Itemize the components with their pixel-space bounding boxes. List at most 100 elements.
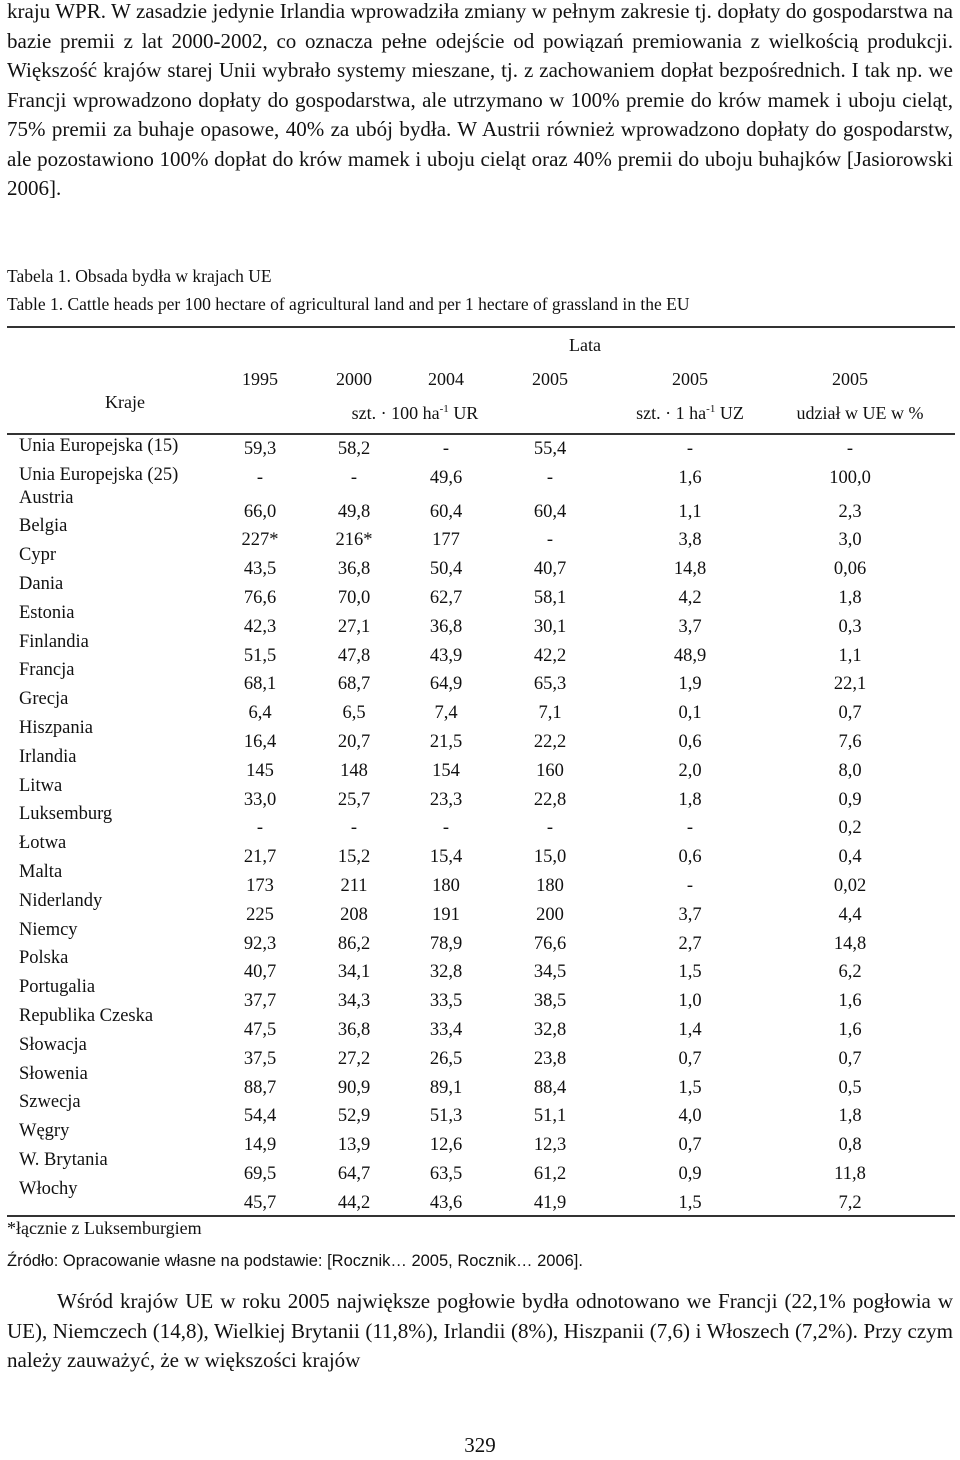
header-year-2005-b: 2005 [672,369,708,389]
value-cell: 33,4 [429,1019,463,1040]
table-row: Hiszpania 16,4 20,7 21,5 22,2 0,6 7,6 [0,718,960,753]
country-cell: Estonia [19,602,75,623]
value-cell: 34,1 [337,962,371,983]
country-cell: Luksemburg [19,804,113,825]
value-cell: 145 [246,760,274,781]
value-cell: 0,6 [678,731,702,752]
country-cell: Unia Europejska (25) [19,464,179,485]
value-cell: 78,9 [429,933,463,954]
value-cell: 1,6 [678,467,702,488]
table-body: Unia Europejska (15) 59,3 58,2-55,4- - Unia … [0,436,960,1214]
header-year-2005-a: 2005 [532,369,568,389]
value-cell: 32,8 [429,962,463,983]
value-cell: 43,9 [429,645,463,666]
value-cell: - [686,818,694,839]
table-row: Portugalia 37,7 34,3 33,5 38,5 1,0 1,6 [0,977,960,1012]
closing-paragraph: Wśród krajów UE w roku 2005 największe p… [7,1289,953,1372]
value-cell: 30,1 [533,616,567,637]
country-cell: Dania [19,573,64,594]
country-cell: Irlandia [19,746,77,767]
intro-paragraph: kraju WPR. W zasadzie jedynie Irlandia w… [7,0,953,200]
header-unit-share: udział w UE w % [796,403,924,423]
value-cell: 4,4 [838,904,862,925]
country-cell: Cypr [19,545,56,566]
value-cell: 66,0 [243,501,277,522]
value-cell: 54,4 [243,1106,277,1127]
country-cell: Belgia [19,516,68,537]
value-cell: 33,5 [429,991,463,1012]
country-cell: Finlandia [19,631,89,652]
value-cell: 51,3 [429,1106,463,1127]
value-cell: 36,8 [337,1019,371,1040]
value-cell: 22,1 [833,674,867,695]
value-cell: 61,2 [533,1163,567,1184]
value-cell: 42,2 [533,645,567,666]
table-row: Francja 68,1 68,7 64,9 65,3 1,9 22,1 [0,660,960,695]
value-cell: 86,2 [337,933,371,954]
value-cell: 44,2 [337,1192,371,1213]
country-cell: Niemcy [19,919,78,940]
value-cell: 216* [335,530,373,551]
table-row: Litwa 33,0 25,7 23,3 22,8 1,8 0,9 [0,776,960,811]
table-caption-en: Table 1. Cattle heads per 100 hectare of… [7,294,690,314]
value-cell: 180 [536,875,564,896]
header-year-2000: 2000 [336,369,372,389]
value-cell: 14,9 [243,1135,277,1156]
table-row: Belgia 227* 216* 177 - 3,8 3,0 [0,516,960,551]
value-cell: 13,9 [337,1135,371,1156]
value-cell: 6,2 [838,962,862,983]
value-cell: 0,8 [838,1135,862,1156]
value-cell: 33,0 [243,789,277,810]
table-row: Cypr 43,5 36,8 50,4 40,7 14,8 0,06 [0,545,960,580]
value-cell: 52,9 [337,1106,371,1127]
value-cell: 14,8 [673,559,707,580]
value-cell: 3,7 [678,616,702,637]
value-cell: 26,5 [429,1048,463,1069]
value-cell: 25,7 [337,789,371,810]
table-bottom-rule [7,1215,955,1217]
value-cell: - [442,439,450,459]
header-year-1995: 1995 [242,369,278,389]
header-year-2004: 2004 [428,369,464,389]
country-cell: Polska [19,948,69,969]
value-cell: 15,0 [533,847,567,868]
value-cell: 47,5 [243,1019,277,1040]
value-cell: 0,2 [838,818,862,839]
value-cell: 89,1 [429,1077,463,1098]
value-cell: 3,0 [838,530,862,551]
table-row: Finlandia 51,5 47,8 43,9 42,2 48,9 1,1 [0,632,960,667]
value-cell: 92,3 [243,933,277,954]
value-cell: 0,3 [838,616,862,637]
value-cell: 4,2 [678,587,702,608]
value-cell: 22,8 [533,789,567,810]
value-cell: 21,5 [429,731,463,752]
value-cell: 2,3 [838,501,862,522]
value-cell: 40,7 [533,559,567,580]
table-row: Austria 66,0 49,8 60,4 60,4 1,1 2,3 [0,488,960,523]
value-cell: 180 [432,875,460,896]
value-cell: 6,4 [248,703,272,724]
value-cell: 49,6 [429,467,463,488]
table-header-rule [7,433,955,435]
value-cell: 76,6 [243,587,277,608]
value-cell: 22,2 [533,731,567,752]
value-cell: 0,06 [833,559,867,580]
value-cell: 14,8 [833,933,867,954]
table-row: Niderlandy 225 208 191 200 3,7 4,4 [0,891,960,926]
value-cell: 65,3 [533,674,567,695]
value-cell: 51,5 [243,645,277,666]
value-cell: 55,4 [533,439,567,459]
table-row: Włochy 45,7 44,2 43,6 41,9 1,5 7,2 [0,1179,960,1214]
country-cell: Niderlandy [19,890,103,911]
value-cell: 40,7 [243,962,277,983]
value-cell: 0,7 [838,1048,862,1069]
table-row: Słowenia 88,7 90,9 89,1 88,4 1,5 0,5 [0,1064,960,1099]
value-cell: - [686,439,694,459]
value-cell: 37,7 [243,991,277,1012]
value-cell: 2,0 [678,760,702,781]
value-cell: 16,4 [243,731,277,752]
value-cell: 200 [536,904,564,925]
value-cell: 3,7 [678,904,702,925]
value-cell: 0,4 [838,847,862,868]
value-cell: 51,1 [533,1106,567,1127]
